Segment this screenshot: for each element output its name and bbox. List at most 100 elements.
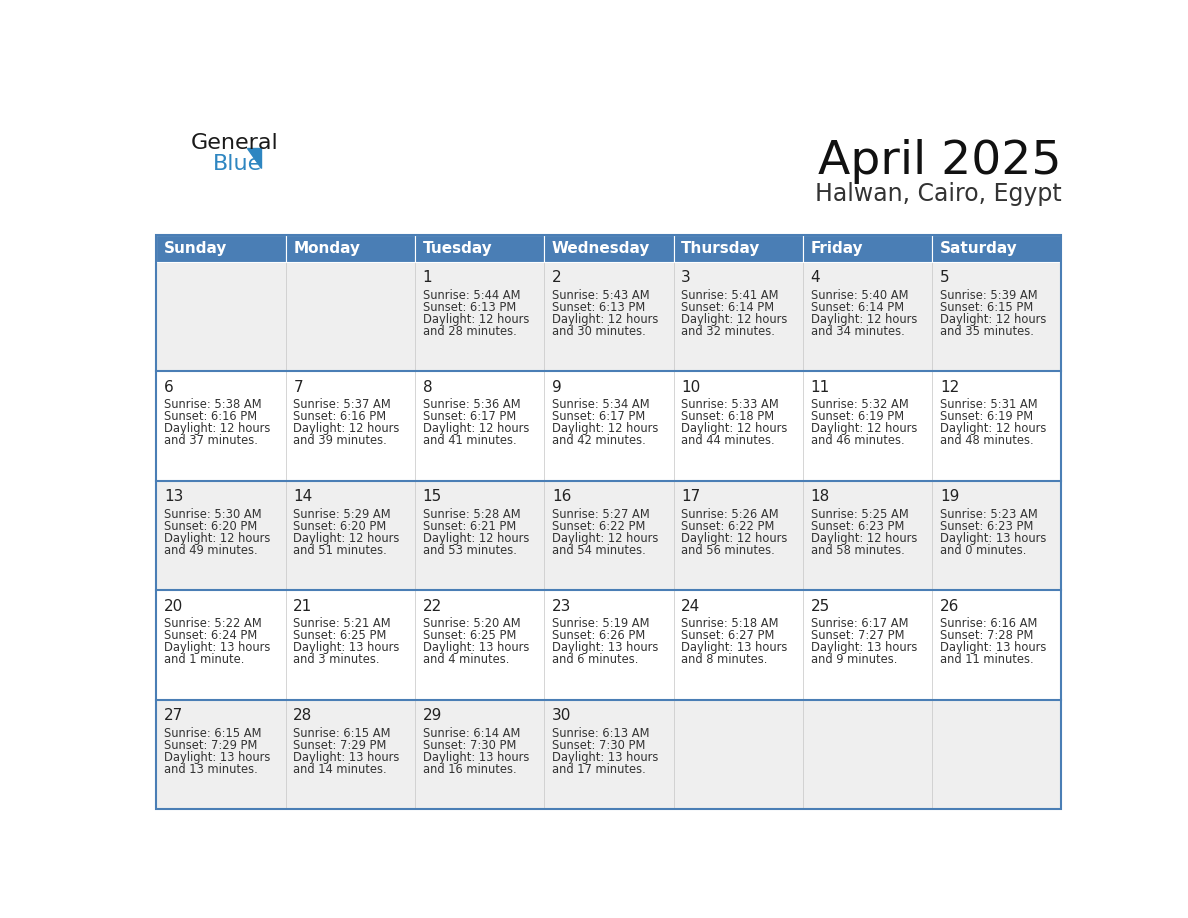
Bar [544,372,674,481]
Bar [544,590,674,700]
Text: Sunset: 6:24 PM: Sunset: 6:24 PM [164,629,258,643]
Bar [674,481,803,590]
Text: Daylight: 12 hours: Daylight: 12 hours [423,422,529,435]
Bar [157,700,285,810]
Text: 3: 3 [681,270,691,285]
Bar [285,372,415,481]
Text: Sunrise: 5:40 AM: Sunrise: 5:40 AM [810,289,908,302]
Text: Sunrise: 5:28 AM: Sunrise: 5:28 AM [423,508,520,521]
Bar [803,700,933,810]
Text: 15: 15 [423,489,442,504]
Text: Daylight: 12 hours: Daylight: 12 hours [164,422,271,435]
Text: Sunset: 6:13 PM: Sunset: 6:13 PM [423,301,516,314]
Text: Daylight: 12 hours: Daylight: 12 hours [681,422,788,435]
Bar [933,590,1061,700]
Text: Daylight: 13 hours: Daylight: 13 hours [164,751,271,764]
Text: and 34 minutes.: and 34 minutes. [810,325,904,338]
Text: Sunset: 6:23 PM: Sunset: 6:23 PM [810,520,904,532]
Text: Sunrise: 5:44 AM: Sunrise: 5:44 AM [423,289,520,302]
Text: Sunrise: 5:38 AM: Sunrise: 5:38 AM [164,398,261,411]
Text: Daylight: 12 hours: Daylight: 12 hours [810,313,917,326]
Text: Sunset: 6:17 PM: Sunset: 6:17 PM [423,410,516,423]
Text: Sunrise: 5:26 AM: Sunrise: 5:26 AM [681,508,779,521]
Text: 24: 24 [681,599,701,614]
Text: Sunrise: 5:32 AM: Sunrise: 5:32 AM [810,398,909,411]
Text: Sunrise: 5:21 AM: Sunrise: 5:21 AM [293,617,391,631]
Bar [803,481,933,590]
Text: and 35 minutes.: and 35 minutes. [940,325,1034,338]
Text: 23: 23 [552,599,571,614]
Bar [674,262,803,372]
Text: Sunset: 6:27 PM: Sunset: 6:27 PM [681,629,775,643]
Bar [415,262,544,372]
Text: and 9 minutes.: and 9 minutes. [810,653,897,666]
Text: and 41 minutes.: and 41 minutes. [423,434,517,447]
Text: 26: 26 [940,599,959,614]
Text: Wednesday: Wednesday [552,241,650,256]
Text: Sunrise: 5:27 AM: Sunrise: 5:27 AM [552,508,650,521]
Text: Sunset: 6:25 PM: Sunset: 6:25 PM [423,629,516,643]
Bar [157,590,285,700]
Bar [803,235,933,262]
Text: Daylight: 13 hours: Daylight: 13 hours [423,751,529,764]
Bar [803,372,933,481]
Text: 17: 17 [681,489,701,504]
Text: Sunrise: 6:16 AM: Sunrise: 6:16 AM [940,617,1037,631]
Text: 5: 5 [940,270,949,285]
Text: Sunset: 6:14 PM: Sunset: 6:14 PM [681,301,775,314]
Text: 11: 11 [810,380,830,395]
Text: and 42 minutes.: and 42 minutes. [552,434,646,447]
Text: Sunrise: 5:37 AM: Sunrise: 5:37 AM [293,398,391,411]
Text: Daylight: 12 hours: Daylight: 12 hours [293,532,399,544]
Bar [415,235,544,262]
Text: Friday: Friday [810,241,864,256]
Text: 14: 14 [293,489,312,504]
Text: 8: 8 [423,380,432,395]
Text: Daylight: 12 hours: Daylight: 12 hours [810,532,917,544]
Text: and 48 minutes.: and 48 minutes. [940,434,1034,447]
Text: 12: 12 [940,380,959,395]
Text: and 13 minutes.: and 13 minutes. [164,763,258,776]
Text: Sunset: 6:16 PM: Sunset: 6:16 PM [164,410,257,423]
Bar [415,372,544,481]
Text: Daylight: 13 hours: Daylight: 13 hours [293,751,399,764]
Bar [933,700,1061,810]
Text: Sunrise: 6:15 AM: Sunrise: 6:15 AM [293,727,391,740]
Text: Sunset: 6:25 PM: Sunset: 6:25 PM [293,629,386,643]
Text: Sunrise: 5:22 AM: Sunrise: 5:22 AM [164,617,261,631]
Text: and 58 minutes.: and 58 minutes. [810,543,904,556]
Text: 9: 9 [552,380,562,395]
Text: Tuesday: Tuesday [423,241,492,256]
Text: Daylight: 13 hours: Daylight: 13 hours [810,641,917,655]
Bar [544,700,674,810]
Text: 29: 29 [423,709,442,723]
Text: and 16 minutes.: and 16 minutes. [423,763,517,776]
Text: Daylight: 13 hours: Daylight: 13 hours [293,641,399,655]
Text: Daylight: 13 hours: Daylight: 13 hours [940,641,1047,655]
Text: 22: 22 [423,599,442,614]
Text: Sunrise: 5:30 AM: Sunrise: 5:30 AM [164,508,261,521]
Text: Daylight: 12 hours: Daylight: 12 hours [552,422,658,435]
Text: and 44 minutes.: and 44 minutes. [681,434,775,447]
Bar [933,481,1061,590]
Text: Sunrise: 5:20 AM: Sunrise: 5:20 AM [423,617,520,631]
Bar [674,372,803,481]
Bar [674,590,803,700]
Text: and 28 minutes.: and 28 minutes. [423,325,517,338]
Bar [157,262,285,372]
Bar [285,700,415,810]
Bar [285,481,415,590]
Text: Sunrise: 6:14 AM: Sunrise: 6:14 AM [423,727,520,740]
Text: and 3 minutes.: and 3 minutes. [293,653,380,666]
Text: Sunset: 6:13 PM: Sunset: 6:13 PM [552,301,645,314]
Bar [674,235,803,262]
Text: Daylight: 12 hours: Daylight: 12 hours [681,532,788,544]
Text: 30: 30 [552,709,571,723]
Bar [933,235,1061,262]
Text: Sunrise: 6:15 AM: Sunrise: 6:15 AM [164,727,261,740]
Text: and 14 minutes.: and 14 minutes. [293,763,387,776]
Text: 6: 6 [164,380,173,395]
Text: Daylight: 12 hours: Daylight: 12 hours [552,532,658,544]
Text: Sunset: 6:15 PM: Sunset: 6:15 PM [940,301,1034,314]
Text: Sunrise: 5:41 AM: Sunrise: 5:41 AM [681,289,779,302]
